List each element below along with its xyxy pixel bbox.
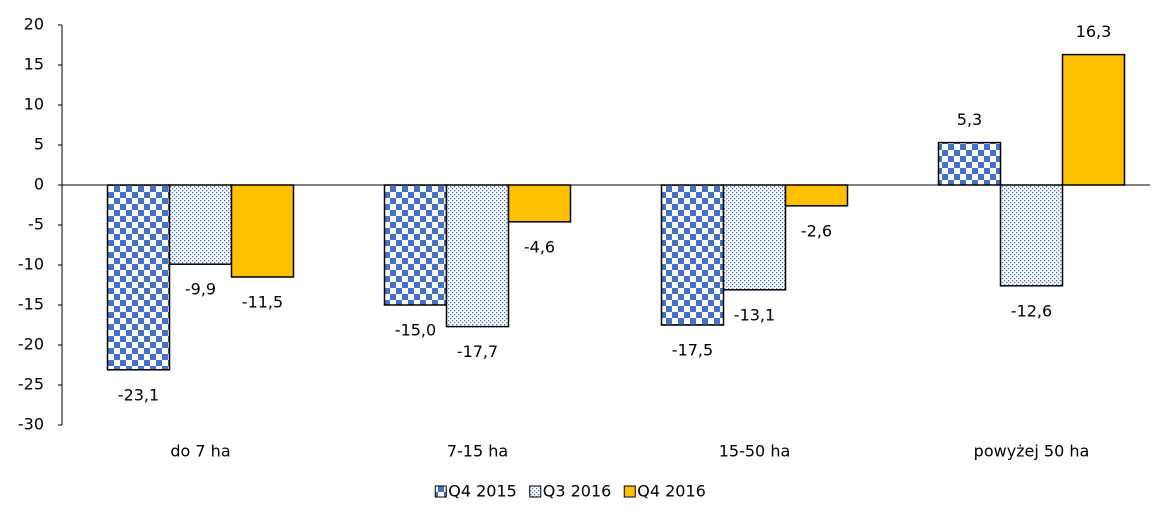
value-label: -17,7 (457, 342, 498, 361)
legend-label: Q3 2016 (543, 482, 612, 501)
bar (230, 184, 295, 278)
bar (168, 184, 233, 265)
bar (445, 184, 510, 328)
y-tick-label: -20 (18, 335, 44, 354)
y-tick-label: 15 (24, 55, 44, 74)
value-label: -11,5 (242, 293, 283, 312)
legend-label: Q4 2016 (637, 482, 706, 501)
bar (660, 184, 725, 326)
y-tick-label: 5 (34, 135, 44, 154)
bar (937, 141, 1002, 186)
legend-swatch (434, 485, 447, 498)
bar (507, 184, 572, 223)
x-tick-label: do 7 ha (170, 442, 230, 461)
y-tick-label: -15 (18, 295, 44, 314)
value-label: 5,3 (957, 110, 982, 129)
value-label: -23,1 (118, 385, 159, 404)
y-tick-label: 0 (34, 175, 44, 194)
bar (999, 184, 1064, 287)
value-label: -4,6 (524, 237, 555, 256)
x-tick-label: powyżej 50 ha (974, 442, 1090, 461)
legend-label: Q4 2015 (448, 482, 517, 501)
y-tick-label: -30 (18, 415, 44, 434)
y-tick-label: -10 (18, 255, 44, 274)
value-label: -9,9 (185, 280, 216, 299)
x-tick-label: 7-15 ha (447, 442, 508, 461)
value-label: 16,3 (1076, 22, 1112, 41)
y-tick-label: 10 (24, 95, 44, 114)
bar (383, 184, 448, 306)
legend-swatch (623, 485, 636, 498)
y-tick-label: 20 (24, 15, 44, 34)
bar (106, 184, 171, 371)
value-label: -17,5 (672, 341, 713, 360)
bar (722, 184, 787, 291)
value-label: -15,0 (395, 321, 436, 340)
x-tick-label: 15-50 ha (719, 442, 791, 461)
bar (784, 184, 849, 207)
legend-swatch (529, 485, 542, 498)
value-label: -13,1 (734, 305, 775, 324)
y-tick-label: -25 (18, 375, 44, 394)
bar (1061, 53, 1126, 186)
y-tick-label: -5 (28, 215, 44, 234)
value-label: -12,6 (1011, 301, 1052, 320)
value-label: -2,6 (801, 221, 832, 240)
